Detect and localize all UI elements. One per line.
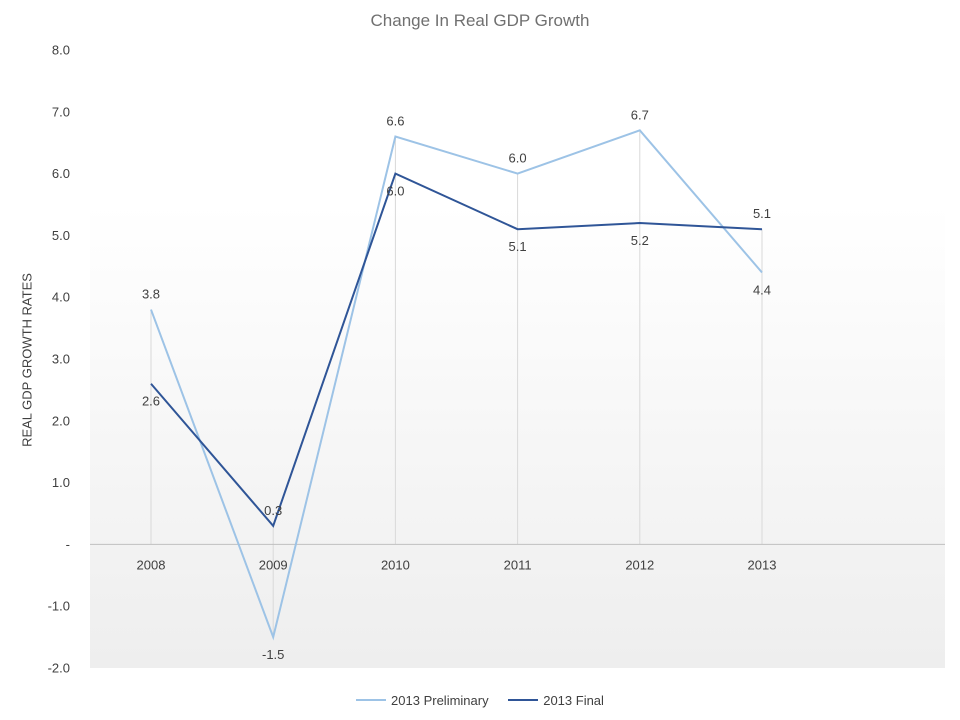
x-tick-label: 2012 [625,557,654,572]
data-label-final: 2.6 [142,394,160,409]
y-tick-label: 3.0 [52,352,70,367]
y-tick-label: 8.0 [52,43,70,58]
data-label-final: 6.0 [386,184,404,199]
data-label-preliminary: 6.7 [631,107,649,122]
data-label-final: 5.1 [753,206,771,221]
data-label-final: 5.1 [509,239,527,254]
x-tick-label: 2011 [504,557,532,572]
y-axis-ticks: -2.0-1.0-1.02.03.04.05.06.07.08.0 [48,43,70,676]
legend-swatch-final [508,699,539,701]
x-tick-label: 2008 [137,557,166,572]
legend-item-preliminary[interactable]: 2013 Preliminary [356,693,489,708]
data-label-preliminary: 6.6 [386,114,404,129]
x-axis-ticks: 2008 2009 2010 2011 2012 2013 [137,557,777,572]
x-tick-label: 2010 [381,557,410,572]
legend-label-final: 2013 Final [543,692,604,708]
data-label-preliminary: -1.5 [262,647,284,662]
legend: 2013 Preliminary 2013 Final [0,689,960,708]
x-tick-label: 2013 [748,557,777,572]
y-tick-label: 4.0 [52,290,70,305]
series-line-preliminary [150,129,763,641]
y-tick-label: 7.0 [52,104,70,119]
data-labels: 3.8 2.6 -1.5 0.3 6.6 6.0 6.0 5.1 6.7 5.2 4.4 5.1 [142,107,771,662]
data-label-preliminary: 4.4 [753,282,771,297]
drop-lines [150,130,763,638]
legend-swatch-preliminary [356,699,387,701]
series-line-final [150,172,763,528]
chart-title: Change In Real GDP Growth [370,11,590,30]
y-tick-label: 2.0 [52,413,70,428]
legend-label-preliminary: 2013 Preliminary [391,692,489,708]
data-label-preliminary: 3.8 [142,287,160,302]
data-label-final: 5.2 [631,233,649,248]
y-tick-label: -2.0 [48,661,70,676]
legend-item-final[interactable]: 2013 Final [508,693,604,708]
y-tick-label: 6.0 [52,166,70,181]
y-tick-label: 5.0 [52,228,70,243]
series-lines [150,129,763,641]
data-label-final: 0.3 [264,503,282,518]
y-tick-label: - [66,537,70,552]
y-tick-label: 1.0 [52,475,70,490]
y-tick-label: -1.0 [48,599,70,614]
x-tick-label: 2009 [259,557,288,572]
data-label-preliminary: 6.0 [509,151,527,166]
